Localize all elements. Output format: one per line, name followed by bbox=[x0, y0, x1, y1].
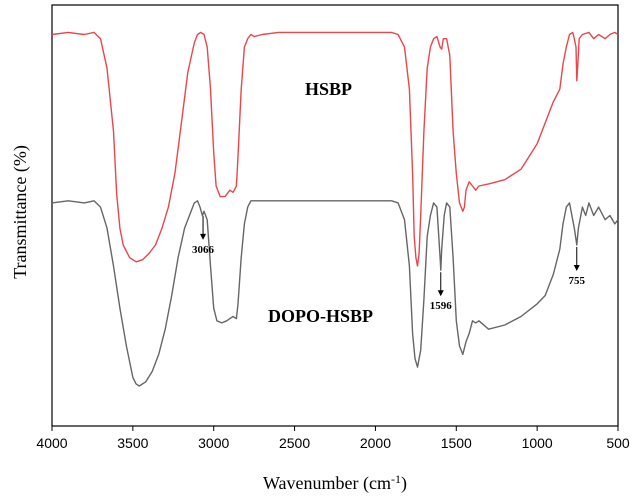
series-layer bbox=[51, 31, 619, 387]
x-tick-label: 500 bbox=[606, 435, 630, 451]
annotation-label: 755 bbox=[569, 275, 586, 287]
annotation-layer: 3066 1596 755 bbox=[192, 215, 586, 312]
x-tick-label: 1500 bbox=[441, 435, 472, 451]
series-label-dopo-hsbp: DOPO-HSBP bbox=[268, 306, 373, 326]
series-line-dopo-hsbp bbox=[51, 200, 619, 387]
annotation-arrow-head bbox=[437, 290, 444, 297]
annotation-arrow-head bbox=[200, 233, 207, 240]
annotation-label: 1596 bbox=[430, 300, 453, 312]
x-tick-label: 3000 bbox=[198, 435, 229, 451]
x-tick-label: 3500 bbox=[117, 435, 148, 451]
x-axis-title: Wavenumber (cm-1) bbox=[263, 472, 407, 494]
series-line-hsbp bbox=[51, 31, 619, 267]
x-tick-label: 1000 bbox=[522, 435, 553, 451]
x-tick-label: 2000 bbox=[360, 435, 391, 451]
plot-frame bbox=[51, 4, 619, 427]
annotation-arrow-head bbox=[573, 264, 580, 271]
x-axis-title-end: ) bbox=[401, 473, 407, 494]
x-axis-ticks: 4000 3500 3000 2500 2000 1500 1000 500 bbox=[36, 426, 630, 451]
x-axis-title-superscript: -1 bbox=[391, 472, 401, 486]
y-axis-title: Transmittance (%) bbox=[10, 145, 31, 279]
annotation-label: 3066 bbox=[192, 244, 215, 256]
x-tick-label: 2500 bbox=[279, 435, 310, 451]
x-tick-label: 4000 bbox=[36, 435, 67, 451]
x-axis-title-main: Wavenumber (cm bbox=[263, 473, 391, 494]
series-label-hsbp: HSBP bbox=[305, 79, 352, 99]
